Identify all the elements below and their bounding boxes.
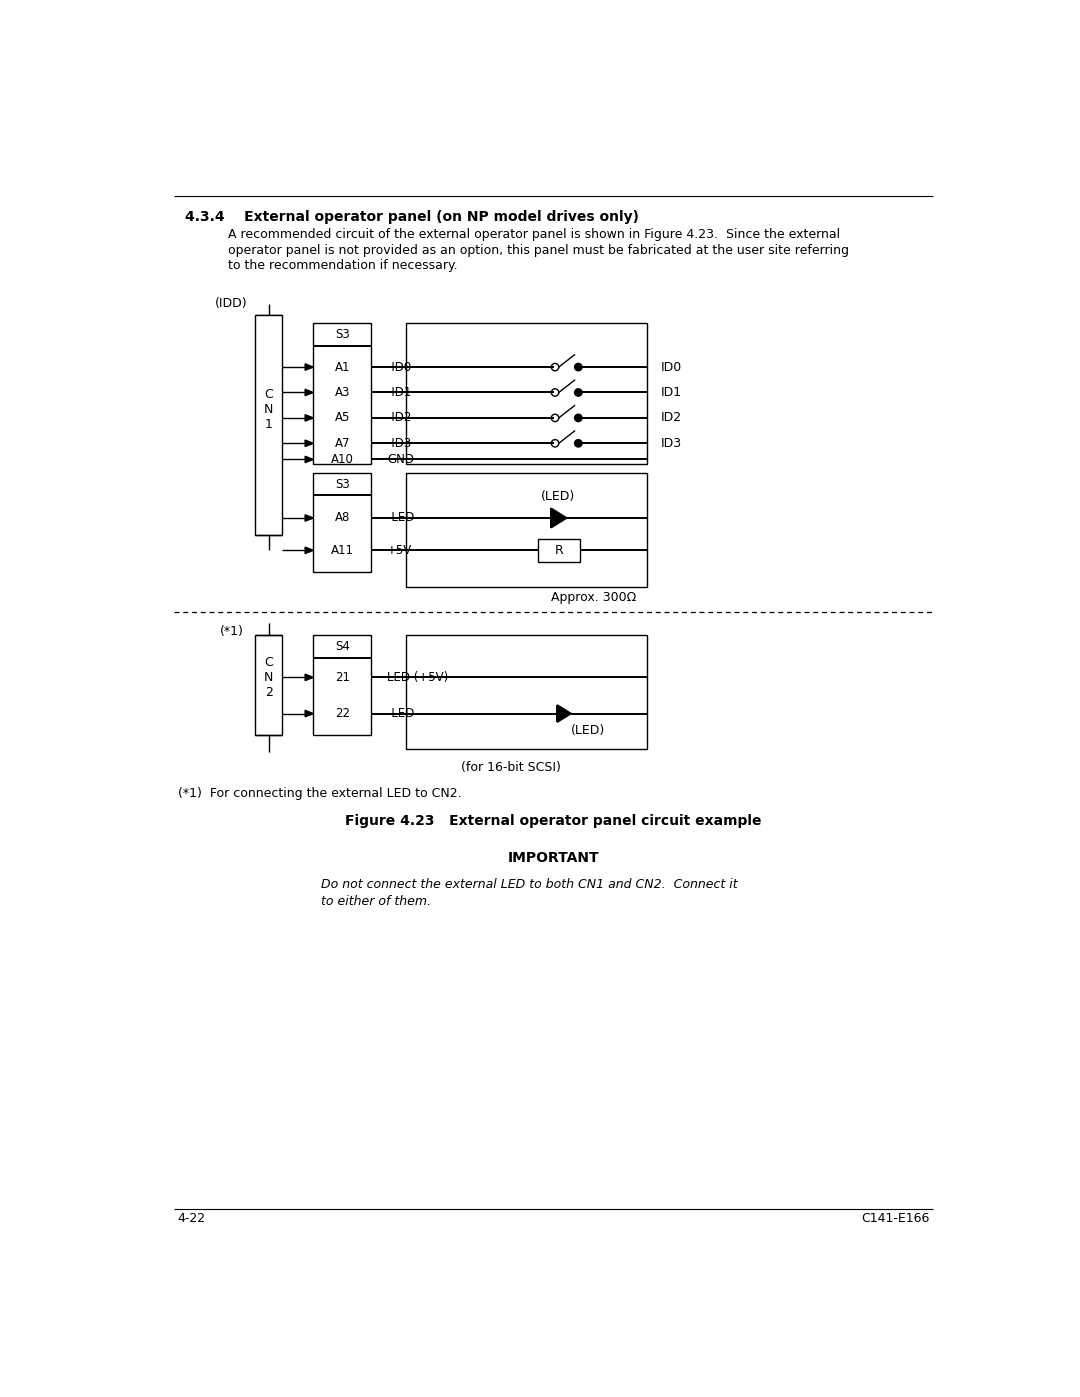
Circle shape <box>575 363 582 370</box>
Bar <box>313 636 372 735</box>
Bar <box>406 323 647 464</box>
Polygon shape <box>306 548 313 553</box>
Text: S3: S3 <box>335 478 350 490</box>
Text: to the recommendation if necessary.: to the recommendation if necessary. <box>228 260 458 272</box>
Text: A7: A7 <box>335 437 350 450</box>
Text: S3: S3 <box>335 328 350 341</box>
Bar <box>255 636 282 735</box>
Text: A1: A1 <box>335 360 350 373</box>
Text: ID0: ID0 <box>661 360 681 373</box>
Text: A5: A5 <box>335 411 350 425</box>
Polygon shape <box>306 675 313 680</box>
Text: A11: A11 <box>330 543 354 557</box>
Text: Figure 4.23   External operator panel circuit example: Figure 4.23 External operator panel circ… <box>346 813 761 827</box>
Bar <box>538 539 580 562</box>
Bar <box>406 474 647 587</box>
Text: -ID0: -ID0 <box>387 360 411 373</box>
Text: C141-E166: C141-E166 <box>861 1213 930 1225</box>
Text: (*1): (*1) <box>219 624 243 637</box>
Text: -ID2: -ID2 <box>387 411 411 425</box>
Text: C
N
1: C N 1 <box>264 388 273 432</box>
Text: Approx. 300Ω: Approx. 300Ω <box>551 591 636 604</box>
Text: (LED): (LED) <box>571 724 606 738</box>
Text: operator panel is not provided as an option, this panel must be fabricated at th: operator panel is not provided as an opt… <box>228 244 849 257</box>
Polygon shape <box>551 509 567 528</box>
Polygon shape <box>557 705 571 722</box>
Text: -LED: -LED <box>387 511 415 524</box>
Text: (*1)  For connecting the external LED to CN2.: (*1) For connecting the external LED to … <box>177 788 461 800</box>
Polygon shape <box>306 415 313 420</box>
Polygon shape <box>306 710 313 717</box>
Polygon shape <box>306 440 313 447</box>
Text: to either of them.: to either of them. <box>321 894 431 908</box>
Polygon shape <box>306 514 313 521</box>
Text: -ID3: -ID3 <box>387 437 411 450</box>
Text: -LED: -LED <box>387 707 415 719</box>
Text: (LED): (LED) <box>541 490 575 503</box>
Text: Do not connect the external LED to both CN1 and CN2.  Connect it: Do not connect the external LED to both … <box>321 877 738 890</box>
Text: (for 16-bit SCSI): (for 16-bit SCSI) <box>461 760 561 774</box>
Bar <box>313 474 372 571</box>
Text: (IDD): (IDD) <box>215 298 247 310</box>
Text: A3: A3 <box>335 386 350 400</box>
Text: A recommended circuit of the external operator panel is shown in Figure 4.23.  S: A recommended circuit of the external op… <box>228 229 840 242</box>
Text: A10: A10 <box>330 453 354 467</box>
Text: 4-22: 4-22 <box>177 1213 206 1225</box>
Polygon shape <box>306 363 313 370</box>
Text: ID2: ID2 <box>661 411 681 425</box>
Bar <box>406 636 647 749</box>
Text: +5V: +5V <box>387 543 413 557</box>
Circle shape <box>575 388 582 397</box>
Text: 4.3.4    External operator panel (on NP model drives only): 4.3.4 External operator panel (on NP mod… <box>186 210 639 224</box>
Text: -ID1: -ID1 <box>387 386 411 400</box>
Text: GND: GND <box>387 453 414 467</box>
Text: ID3: ID3 <box>661 437 681 450</box>
Text: S4: S4 <box>335 640 350 652</box>
Bar <box>313 323 372 464</box>
Bar <box>255 316 282 535</box>
Text: R: R <box>555 543 564 557</box>
Text: ID1: ID1 <box>661 386 681 400</box>
Text: C
N
2: C N 2 <box>264 655 273 698</box>
Text: 21: 21 <box>335 671 350 685</box>
Circle shape <box>575 440 582 447</box>
Text: IMPORTANT: IMPORTANT <box>508 851 599 865</box>
Polygon shape <box>306 457 313 462</box>
Circle shape <box>575 414 582 422</box>
Polygon shape <box>306 390 313 395</box>
Text: LED (+5V): LED (+5V) <box>387 671 448 685</box>
Text: A8: A8 <box>335 511 350 524</box>
Text: 22: 22 <box>335 707 350 719</box>
